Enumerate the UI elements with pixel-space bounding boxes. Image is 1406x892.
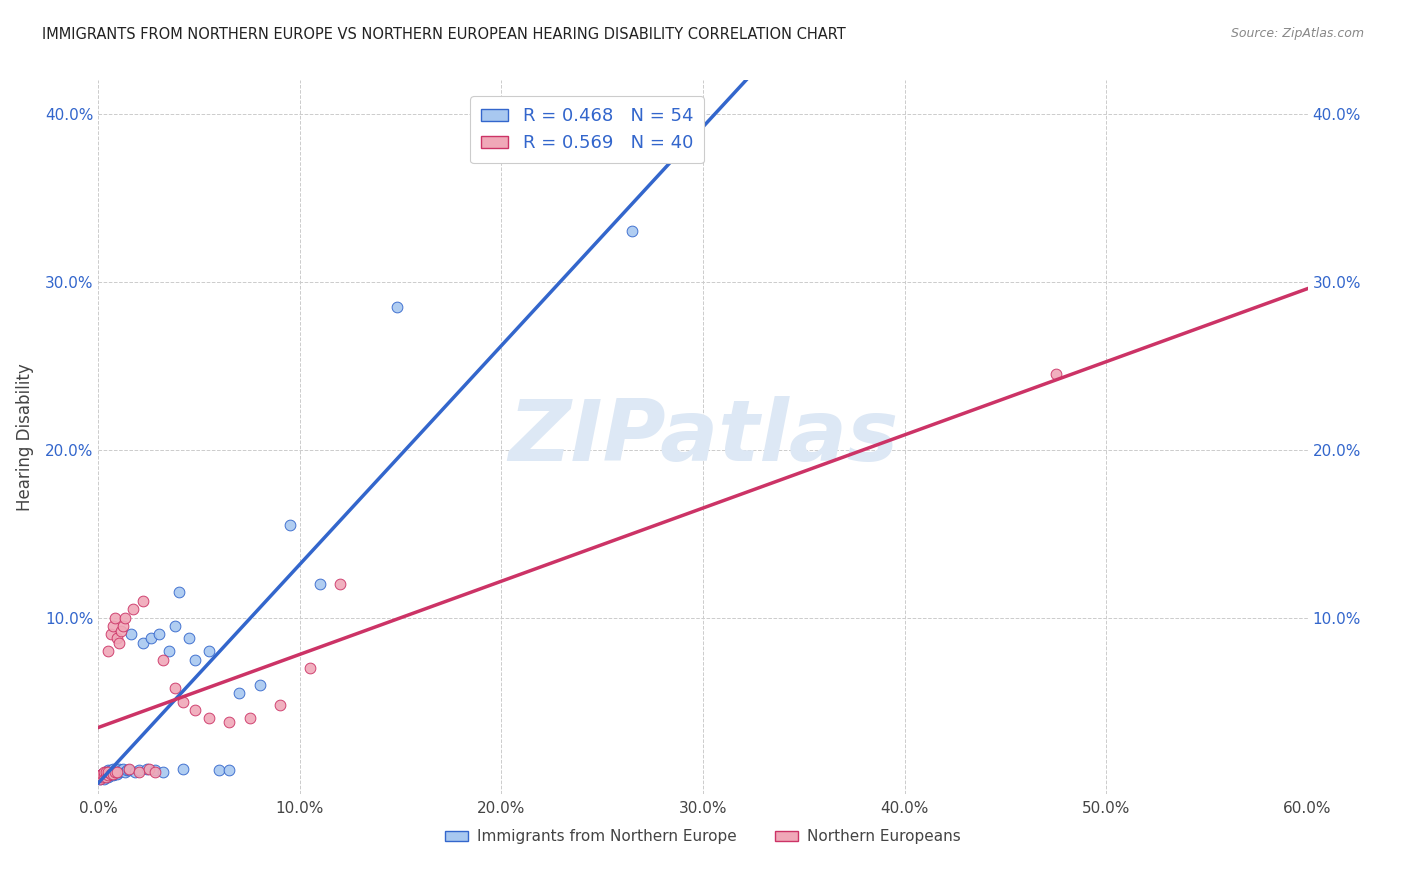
- Point: [1045, 367, 1067, 381]
- Point: [128, 765, 150, 780]
- Point: [114, 610, 136, 624]
- Point: [91, 766, 114, 780]
- Point: [103, 765, 125, 780]
- Point: [124, 765, 146, 780]
- Point: [132, 636, 155, 650]
- Point: [103, 766, 125, 780]
- Point: [139, 631, 162, 645]
- Point: [148, 627, 170, 641]
- Point: [103, 610, 125, 624]
- Point: [89, 768, 111, 782]
- Point: [138, 762, 160, 776]
- Y-axis label: Hearing Disability: Hearing Disability: [15, 363, 34, 511]
- Point: [110, 764, 132, 778]
- Point: [107, 765, 129, 780]
- Point: [101, 762, 124, 776]
- Point: [218, 764, 240, 778]
- Point: [96, 768, 118, 782]
- Point: [101, 765, 124, 780]
- Point: [97, 764, 120, 778]
- Point: [198, 711, 221, 725]
- Point: [93, 765, 115, 780]
- Point: [103, 764, 125, 778]
- Point: [621, 224, 644, 238]
- Point: [101, 619, 124, 633]
- Point: [91, 770, 114, 784]
- Point: [101, 768, 124, 782]
- Point: [118, 764, 141, 778]
- Point: [329, 577, 352, 591]
- Point: [228, 686, 250, 700]
- Point: [198, 644, 221, 658]
- Point: [239, 711, 262, 725]
- Point: [97, 768, 120, 782]
- Point: [128, 764, 150, 778]
- Point: [114, 765, 136, 780]
- Point: [208, 764, 231, 778]
- Point: [115, 764, 138, 778]
- Point: [218, 714, 240, 729]
- Point: [249, 678, 271, 692]
- Point: [100, 627, 122, 641]
- Point: [89, 768, 111, 782]
- Point: [184, 703, 207, 717]
- Point: [105, 766, 128, 780]
- Legend: Immigrants from Northern Europe, Northern Europeans: Immigrants from Northern Europe, Norther…: [439, 823, 967, 850]
- Point: [179, 631, 201, 645]
- Point: [111, 762, 134, 776]
- Point: [269, 698, 291, 712]
- Point: [385, 300, 408, 314]
- Point: [135, 762, 157, 776]
- Point: [101, 766, 124, 780]
- Point: [107, 762, 129, 776]
- Point: [91, 770, 114, 784]
- Point: [167, 585, 190, 599]
- Point: [309, 577, 332, 591]
- Point: [121, 602, 143, 616]
- Point: [93, 768, 115, 782]
- Point: [91, 766, 114, 780]
- Text: ZIPatlas: ZIPatlas: [508, 395, 898, 479]
- Point: [184, 652, 207, 666]
- Point: [105, 764, 128, 778]
- Point: [107, 636, 129, 650]
- Point: [111, 619, 134, 633]
- Point: [172, 694, 194, 708]
- Point: [105, 765, 128, 780]
- Point: [96, 770, 118, 784]
- Point: [299, 661, 322, 675]
- Point: [278, 518, 301, 533]
- Point: [93, 766, 115, 780]
- Point: [97, 770, 120, 784]
- Point: [89, 772, 111, 786]
- Point: [118, 762, 141, 776]
- Point: [97, 766, 120, 780]
- Point: [163, 619, 186, 633]
- Point: [97, 765, 120, 780]
- Point: [110, 624, 132, 638]
- Point: [100, 768, 122, 782]
- Text: IMMIGRANTS FROM NORTHERN EUROPE VS NORTHERN EUROPEAN HEARING DISABILITY CORRELAT: IMMIGRANTS FROM NORTHERN EUROPE VS NORTH…: [42, 27, 846, 42]
- Point: [96, 765, 118, 780]
- Point: [100, 764, 122, 778]
- Point: [105, 631, 128, 645]
- Point: [152, 765, 174, 780]
- Point: [143, 765, 166, 780]
- Point: [96, 770, 118, 784]
- Point: [97, 644, 120, 658]
- Point: [100, 766, 122, 780]
- Point: [172, 762, 194, 776]
- Point: [152, 652, 174, 666]
- Point: [100, 766, 122, 780]
- Point: [89, 772, 111, 786]
- Point: [132, 594, 155, 608]
- Point: [143, 764, 166, 778]
- Text: Source: ZipAtlas.com: Source: ZipAtlas.com: [1230, 27, 1364, 40]
- Point: [120, 627, 142, 641]
- Point: [96, 765, 118, 780]
- Point: [93, 768, 115, 782]
- Point: [163, 681, 186, 695]
- Point: [157, 644, 180, 658]
- Point: [93, 772, 115, 786]
